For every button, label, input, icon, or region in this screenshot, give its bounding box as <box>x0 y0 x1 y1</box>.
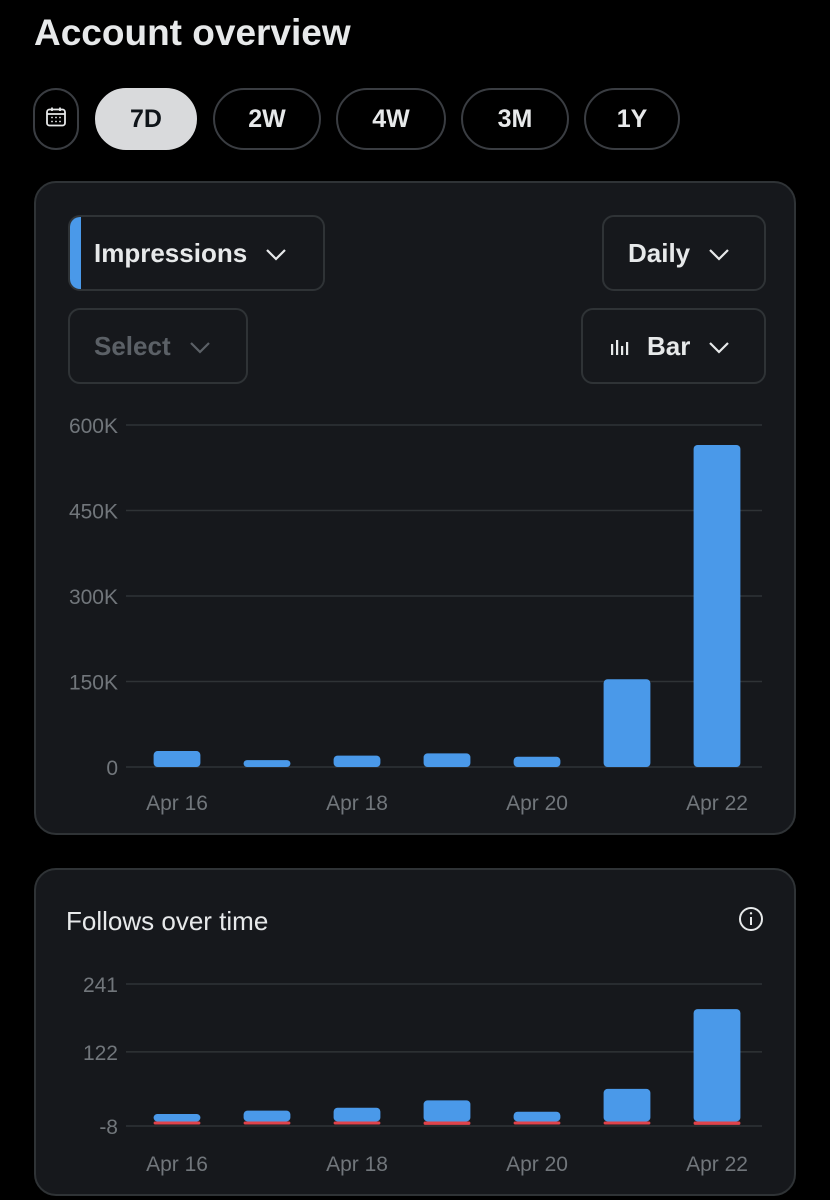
metric-dropdown[interactable]: Impressions <box>68 215 325 291</box>
x-tick-label: Apr 22 <box>686 792 748 815</box>
granularity-dropdown-label: Daily <box>628 237 691 268</box>
bar-apr-20-s0 <box>513 756 561 767</box>
range-1y-button[interactable]: 1Y <box>584 88 680 150</box>
bar-apr-19-s0 <box>423 1100 471 1122</box>
range-3m-button[interactable]: 3M <box>461 88 569 150</box>
y-tick-label: -8 <box>99 1116 118 1139</box>
metric-dropdown-label: Impressions <box>94 237 248 268</box>
y-tick-label: 600K <box>69 415 118 438</box>
chevron-down-icon <box>708 238 730 269</box>
card-title: Follows over time <box>66 906 269 936</box>
x-tick-label: Apr 22 <box>686 1153 748 1176</box>
chevron-down-icon <box>189 331 211 362</box>
bar-apr-19-s1 <box>423 1121 471 1125</box>
bar-chart-icon <box>609 335 631 357</box>
bar-apr-21-s0 <box>603 679 651 767</box>
range-7d-button[interactable]: 7D <box>95 88 197 150</box>
compare-dropdown[interactable]: Select <box>68 308 248 384</box>
x-tick-label: Apr 18 <box>326 1153 388 1176</box>
impressions-card: Impressions Daily Select Bar 0 150K 300 <box>34 181 796 835</box>
bar-apr-18-s0 <box>333 755 381 767</box>
calendar-icon <box>44 105 68 134</box>
y-tick-label: 0 <box>106 757 118 780</box>
range-4w-button[interactable]: 4W <box>336 88 446 150</box>
bar-apr-17-s0 <box>243 760 291 767</box>
x-tick-label: Apr 18 <box>326 792 388 815</box>
compare-dropdown-label: Select <box>94 330 171 361</box>
bar-apr-20-s1 <box>513 1121 561 1125</box>
bar-apr-21-s0 <box>603 1088 651 1122</box>
y-tick-label: 300K <box>69 586 118 609</box>
chart-type-dropdown-label: Bar <box>647 330 691 361</box>
x-tick-label: Apr 16 <box>146 1153 208 1176</box>
bar-apr-22-s1 <box>693 1121 741 1125</box>
bar-apr-16-s0 <box>153 1114 201 1122</box>
follows-chart: -8 122 241 Apr 16 Apr 18 Apr 20 Apr 22 <box>83 974 762 1176</box>
bar-apr-22-s0 <box>693 444 741 767</box>
metric-color-indicator <box>70 217 81 289</box>
impressions-chart: 0 150K 300K 450K 600K Apr 16 Apr 18 Apr 20 Apr 2… <box>69 415 762 815</box>
x-tick-label: Apr 20 <box>506 1153 568 1176</box>
bar-apr-22-s0 <box>693 1009 741 1122</box>
chevron-down-icon <box>708 331 730 362</box>
bar-apr-18-s0 <box>333 1107 381 1122</box>
bar-apr-16-s1 <box>153 1121 201 1125</box>
page-title: Account overview <box>34 12 351 53</box>
y-tick-label: 241 <box>83 974 118 997</box>
bar-apr-16-s0 <box>153 751 201 767</box>
bar-apr-21-s1 <box>603 1121 651 1125</box>
chart-type-dropdown[interactable]: Bar <box>581 308 766 384</box>
y-tick-label: 450K <box>69 501 118 524</box>
x-tick-label: Apr 16 <box>146 792 208 815</box>
chevron-down-icon <box>265 238 287 269</box>
y-tick-label: 150K <box>69 672 118 695</box>
x-tick-label: Apr 20 <box>506 792 568 815</box>
info-icon[interactable] <box>738 906 764 937</box>
granularity-dropdown[interactable]: Daily <box>602 215 766 291</box>
bar-apr-17-s0 <box>243 1110 291 1122</box>
range-2w-button[interactable]: 2W <box>213 88 321 150</box>
bar-apr-17-s1 <box>243 1121 291 1125</box>
calendar-button[interactable] <box>33 88 79 150</box>
bar-apr-18-s1 <box>333 1121 381 1125</box>
bar-apr-19-s0 <box>423 753 471 767</box>
follows-card: Follows over time -8 122 241 Apr 16 Apr 18 Ap… <box>34 868 796 1196</box>
y-tick-label: 122 <box>83 1042 118 1065</box>
bar-apr-20-s0 <box>513 1111 561 1122</box>
